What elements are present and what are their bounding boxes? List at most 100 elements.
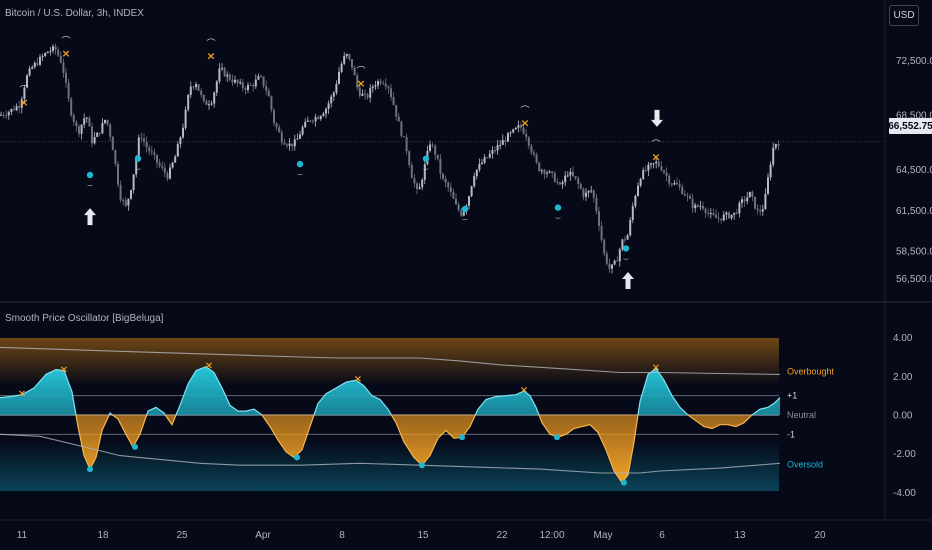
candle-body	[7, 112, 10, 116]
oscillator-axis[interactable]: 4.00 2.00 0.00 -2.00 -4.00	[893, 333, 916, 499]
candle-body	[171, 162, 174, 168]
candle-body	[132, 174, 135, 191]
candle-body	[548, 171, 551, 173]
candle-body	[725, 212, 728, 215]
candle-body	[553, 172, 556, 182]
oversold-dot-marker	[296, 160, 304, 168]
candle-body	[408, 151, 411, 165]
candle-body	[59, 55, 62, 63]
candle-body	[561, 182, 564, 185]
candle-body	[314, 117, 317, 122]
candle-body	[431, 144, 434, 146]
overbought-label: Overbought	[787, 367, 835, 377]
candle-body	[436, 154, 439, 159]
neutral-label: Neutral	[787, 410, 816, 420]
candle-body	[13, 109, 15, 111]
candle-body	[702, 205, 704, 209]
candle-body	[572, 171, 574, 177]
candle-body	[127, 198, 130, 206]
price-pane[interactable]: ⌒×⌒×⌒×⌒×⌒×⌒×⌣⌣⌣⌣⌣ ⌣⌣ Bitcoin / U.S. Dolla…	[0, 8, 932, 290]
candle-body	[325, 108, 327, 114]
candle-body	[486, 157, 489, 159]
candle-body	[668, 175, 671, 184]
candle-body	[754, 196, 756, 209]
oscillator-pane[interactable]: × × × × × × Smooth Price Oscillator [BigBelug…	[0, 313, 916, 499]
candle-body	[182, 127, 184, 138]
candle-body	[735, 212, 738, 214]
candle-body	[468, 196, 470, 206]
candle-body	[358, 87, 361, 96]
candle-body	[715, 214, 717, 218]
osc-oversold-dot-marker	[87, 466, 93, 473]
candle-body	[67, 82, 70, 99]
candle-body	[728, 212, 730, 219]
candle-body	[231, 79, 234, 83]
minus-one-label: -1	[787, 429, 795, 439]
currency-button[interactable]: USD	[889, 5, 919, 26]
candle-body	[330, 96, 333, 104]
osc-overbought-x-marker: ×	[18, 389, 26, 400]
candle-body	[611, 264, 613, 269]
candle-body	[665, 172, 668, 176]
candle-body	[631, 206, 634, 221]
candle-body	[202, 94, 205, 101]
candle-body	[0, 114, 2, 116]
candle-body	[306, 120, 309, 122]
candle-body	[704, 208, 707, 214]
candle-body	[683, 194, 686, 196]
candle-body	[345, 54, 348, 57]
candle-body	[655, 161, 658, 164]
candle-body	[748, 191, 751, 198]
candle-body	[10, 109, 13, 113]
candle-body	[400, 121, 403, 137]
candle-body	[299, 134, 301, 139]
osc-oversold-dot-marker	[621, 479, 627, 486]
price-axis[interactable]: 72,500.00 68,500.00 64,500.00 61,500.00 58,5…	[896, 56, 932, 285]
candle-body	[494, 150, 496, 152]
candle-body	[647, 164, 650, 171]
overbought-x-marker: ×	[651, 150, 660, 163]
price-tick-label: 68,500.00	[896, 111, 932, 122]
candle-body	[137, 137, 140, 158]
candle-body	[114, 150, 117, 165]
candle-body	[579, 183, 582, 189]
candle-body	[442, 173, 444, 179]
candle-body	[249, 84, 252, 86]
last-price-tag: 66,552.75	[888, 118, 932, 134]
price-candles	[0, 43, 780, 274]
candle-body	[343, 56, 346, 64]
candle-body	[525, 133, 528, 138]
candle-body	[291, 143, 294, 147]
candle-body	[130, 190, 132, 199]
candle-body	[200, 90, 203, 95]
oversold-dot-marker	[86, 171, 94, 179]
candle-body	[483, 157, 486, 163]
candle-body	[696, 204, 699, 207]
candle-body	[247, 84, 249, 91]
candle-body	[699, 205, 702, 207]
candle-body	[569, 171, 572, 176]
candle-body	[244, 88, 247, 91]
oversold-arc: ⌣	[297, 170, 303, 180]
candle-body	[621, 239, 624, 250]
candle-body	[140, 137, 143, 139]
indicator-title: Smooth Price Oscillator [BigBeluga]	[5, 313, 164, 324]
candle-body	[283, 142, 286, 145]
oscillator-tick-label: -2.00	[893, 449, 916, 460]
candle-body	[540, 170, 543, 172]
buy-arrow-icon	[622, 272, 634, 290]
candle-body	[637, 185, 639, 196]
candle-body	[694, 204, 697, 209]
candle-body	[538, 162, 541, 172]
oscillator-tick-label: 4.00	[893, 333, 913, 344]
candle-body	[20, 99, 23, 108]
osc-oversold-dot-marker	[294, 454, 300, 461]
candle-body	[80, 124, 83, 134]
oscillator-signals: × × × × × ×	[18, 361, 660, 486]
candle-body	[301, 127, 304, 135]
candle-body	[595, 197, 598, 212]
time-axis[interactable]: 11 18 25 Apr 8 15 22 12:00 May 6 13 20	[17, 530, 826, 541]
candle-body	[733, 212, 736, 215]
time-tick-label: 22	[496, 530, 508, 541]
candle-body	[260, 76, 262, 78]
